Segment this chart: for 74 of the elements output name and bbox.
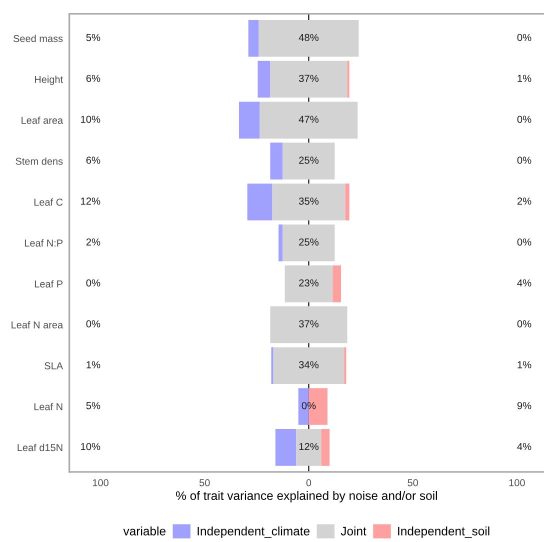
bar <box>247 184 272 220</box>
data-label: 0% <box>86 279 100 287</box>
data-label: 2% <box>86 238 100 246</box>
bar <box>272 184 346 220</box>
x-tick-label: 50 <box>199 479 210 486</box>
bar <box>332 265 342 302</box>
y-tick-label: Leaf C <box>34 198 63 206</box>
data-label: 48% <box>298 34 319 42</box>
data-label: 6% <box>86 156 100 164</box>
y-tick-label: Leaf P <box>34 280 63 288</box>
y-tick-label: Leaf N:P <box>24 239 63 247</box>
data-label: 5% <box>86 402 100 410</box>
data-label: 25% <box>299 238 319 246</box>
y-tick-label: Leaf N area <box>12 321 64 328</box>
data-label: 5% <box>86 34 100 42</box>
x-tick-label: 100 <box>509 479 525 486</box>
bar <box>275 429 296 466</box>
bar <box>273 347 344 384</box>
x-tick-label: 50 <box>408 479 418 486</box>
legend-label: Joint <box>340 526 366 536</box>
data-label: 0% <box>517 116 532 123</box>
bar <box>270 306 348 344</box>
data-label: 1% <box>86 361 100 368</box>
data-label: 0% <box>86 320 100 328</box>
data-label: 1% <box>518 361 532 368</box>
bar <box>282 142 335 180</box>
data-label: 6% <box>86 74 100 82</box>
legend-label: Independent_soil <box>398 526 490 538</box>
x-axis-title: % of trait variance explained by noise and/or soil <box>176 491 437 502</box>
bar <box>296 429 322 466</box>
legend-title: variable <box>123 526 166 536</box>
data-label: 4% <box>517 279 532 286</box>
data-label: 12% <box>299 442 319 450</box>
data-label: 0% <box>517 34 532 42</box>
data-label: 0% <box>517 156 532 164</box>
y-tick-label: Leaf area <box>22 116 64 124</box>
bar <box>238 102 260 139</box>
bar <box>258 60 270 98</box>
bar <box>270 60 348 98</box>
data-label: 0% <box>517 238 532 246</box>
data-label: 4% <box>517 443 532 450</box>
bar <box>345 184 350 220</box>
y-tick-label: Leaf N <box>34 402 62 410</box>
y-tick-label: Leaf d15N <box>18 444 62 452</box>
x-tick-label: 0 <box>306 479 312 486</box>
bar <box>284 265 333 302</box>
bar <box>278 224 283 262</box>
data-label: 0% <box>517 320 532 328</box>
y-tick-label: Seed mass <box>13 34 63 42</box>
legend-label: Independent_climate <box>198 526 310 538</box>
data-label: 10% <box>81 116 100 123</box>
data-label: 12% <box>81 198 100 205</box>
y-tick-label: Height <box>34 76 63 85</box>
data-label: 2% <box>517 198 532 205</box>
data-label: 37% <box>298 320 319 328</box>
data-label: 0% <box>302 402 316 410</box>
y-tick-label: SLA <box>44 362 64 370</box>
data-label: 9% <box>517 402 532 410</box>
data-label: 37% <box>298 74 319 82</box>
bar <box>270 142 283 180</box>
data-label: 1% <box>518 74 532 82</box>
data-label: 47% <box>298 116 319 123</box>
x-tick-label: 100 <box>92 479 108 486</box>
data-label: 25% <box>299 156 319 164</box>
bar <box>260 102 358 139</box>
bar <box>321 429 330 466</box>
data-label: 34% <box>298 361 319 368</box>
y-tick-label: Stem dens <box>16 157 63 165</box>
data-label: 10% <box>81 442 100 450</box>
data-label: 23% <box>299 279 319 287</box>
data-label: 35% <box>298 198 319 205</box>
bar <box>258 20 359 57</box>
bar <box>282 224 335 262</box>
bar <box>248 20 259 57</box>
